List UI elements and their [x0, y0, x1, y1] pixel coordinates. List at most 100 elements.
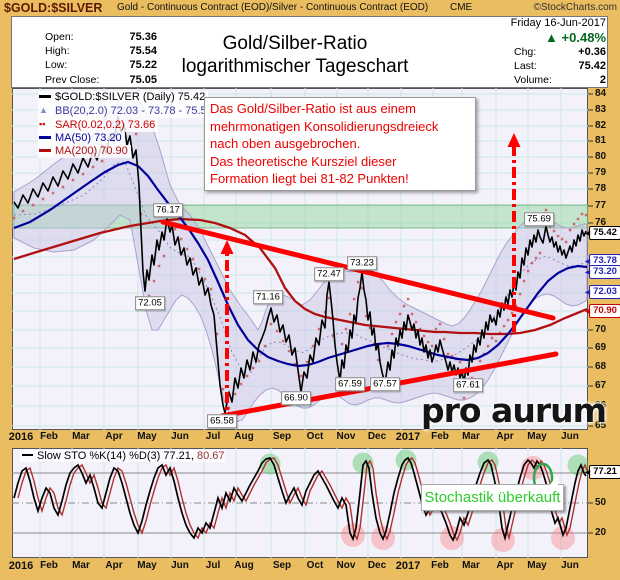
line-marker-icon [39, 148, 51, 152]
month-label: Apr [105, 431, 123, 442]
y-axis-label: 77 [595, 200, 607, 211]
stat-row-label: Last: [514, 60, 537, 72]
y-axis-label: 81 [595, 135, 607, 146]
month-label: Nov [336, 560, 356, 571]
line-marker-icon [39, 94, 51, 98]
exchange-label: CME [450, 2, 473, 13]
y-axis-label: 82 [595, 120, 607, 131]
annotation-box: Das Gold/Silber-Ratio ist aus einem mehrm… [204, 97, 476, 191]
y-axis-label: 76 [595, 217, 607, 228]
quote-stats: Chg: +0.36 Last: 75.42 Volume: 2 [514, 46, 606, 88]
month-label: 2017 [395, 431, 421, 443]
sar-dots-icon: ▪▪ [39, 119, 46, 129]
legend-row: MA(50) 73.20 [38, 132, 125, 145]
month-label: Apr [496, 431, 514, 442]
tag-pointer-icon: ◄ [583, 305, 592, 316]
chart-title-line2: logarithmischer Tageschart [181, 56, 409, 77]
stoch-value-tag: 77.21 ◄ [583, 465, 620, 479]
stochastic-overbought-text: Stochastik überkauft [424, 489, 561, 506]
ohlc-row-label: Low: [45, 59, 68, 72]
legend-text: SAR(0.02,0.2) 73.66 [55, 119, 156, 131]
stoch-legend-text: Slow STO %K(14) %D(3) 77.21, [37, 450, 194, 462]
pro-aurum-logo: pro aurum [421, 391, 607, 430]
month-label: Apr [496, 560, 514, 571]
price-point-label: 66.90 [281, 391, 311, 405]
bollinger-band-icon: ▲ [39, 105, 48, 115]
month-label: Feb [40, 560, 58, 571]
month-label: Mar [72, 431, 90, 442]
month-label: Jun [171, 431, 189, 442]
y-axis-label: 68 [595, 361, 607, 372]
line-marker-icon [39, 135, 51, 139]
tag-pointer-icon: ◄ [583, 466, 592, 477]
stat-row-value: 2 [599, 74, 606, 86]
y-axis-label: 78 [595, 183, 607, 194]
annotation-line: Das Gold/Silber-Ratio ist aus einem [210, 101, 416, 116]
price-point-label: 75.69 [524, 212, 554, 226]
month-label: Dec [367, 560, 387, 571]
month-label: Oct [306, 560, 324, 571]
price-point-label: 72.47 [314, 267, 344, 281]
annotation-line: Das theoretische Kursziel dieser [210, 153, 397, 169]
month-label: Mar [72, 560, 90, 571]
stat-row-value: 75.42 [578, 60, 606, 72]
ohlc-row: Prev Close: 75.05 [45, 74, 157, 88]
month-label: Nov [336, 431, 356, 442]
month-label: 2016 [8, 431, 34, 443]
month-label: 2016 [8, 560, 34, 572]
stat-row: Last: 75.42 [514, 60, 606, 74]
price-point-label: 71.16 [253, 290, 283, 304]
legend-row: ▲ BB(20,2.0) 72.03 - 73.78 - 75.52 [38, 104, 216, 118]
legend-text: MA(200) 70.90 [55, 145, 128, 157]
percent-change-value: +0.48% [561, 30, 606, 45]
stoch-line-marker [22, 453, 33, 457]
month-label: Sep [272, 431, 292, 442]
ohlc-row-value: 75.05 [129, 73, 157, 86]
month-label: Dec [367, 431, 387, 442]
legend-row: ▪▪ SAR(0.02,0.2) 73.66 [38, 118, 159, 132]
month-label: Feb [431, 560, 449, 571]
y-axis-label: 84 [595, 88, 607, 99]
tag-pointer-icon: ◄ [583, 227, 592, 238]
price-tag: 72.03 ◄ [583, 285, 620, 299]
y-axis-label: 79 [595, 167, 607, 178]
legend-text: MA(50) 73.20 [55, 132, 122, 144]
ohlc-row: High: 75.54 [45, 45, 157, 59]
month-label: May [527, 560, 547, 571]
ticker-description: Gold - Continuous Contract (EOD)/Silver … [117, 2, 429, 13]
stockcharts-copyright: ©StockCharts.com [533, 2, 617, 13]
month-label: Jun [561, 431, 579, 442]
month-label: Jun [171, 560, 189, 571]
quote-panel [11, 16, 608, 88]
ohlc-row-value: 75.22 [129, 59, 157, 72]
month-label: Jul [205, 431, 221, 442]
quote-ohlc: Open: 75.36 High: 75.54 Low: 75.22 Prev Close:… [45, 31, 157, 88]
ohlc-row: Open: 75.36 [45, 31, 157, 45]
legend-text: $GOLD:$SILVER (Daily) 75.42 [55, 91, 206, 103]
month-label: Aug [234, 431, 254, 442]
quote-date: Friday 16-Jun-2017 [510, 17, 606, 29]
callout-tail [549, 474, 558, 486]
stoch-axis-label: 20 [595, 527, 607, 538]
main-chart-legend: $GOLD:$SILVER (Daily) 75.42 ▲ BB(20,2.0) 7… [38, 91, 216, 158]
y-axis-label: 70 [595, 324, 607, 335]
ohlc-row-label: Prev Close: [45, 73, 100, 86]
y-axis-label: 66 [595, 400, 607, 411]
price-tag: 70.90 ◄ [583, 304, 620, 318]
stoch-axis-label: 50 [595, 497, 607, 508]
month-label: Feb [431, 431, 449, 442]
y-axis-label: 83 [595, 104, 607, 115]
month-label: Jun [561, 560, 579, 571]
month-label: Oct [306, 431, 324, 442]
month-label: Jul [205, 560, 221, 571]
up-triangle-icon: ▲ [545, 30, 558, 45]
stochastic-overbought-label: Stochastik überkauft [421, 474, 564, 511]
stoch-d-value: 80.67 [196, 450, 225, 462]
month-label: May [527, 431, 547, 442]
price-point-label: 76.17 [153, 203, 183, 217]
stat-row: Chg: +0.36 [514, 46, 606, 60]
price-point-label: 67.61 [453, 378, 483, 392]
ohlc-row-label: High: [45, 45, 70, 58]
stat-row-value: +0.36 [578, 46, 606, 58]
